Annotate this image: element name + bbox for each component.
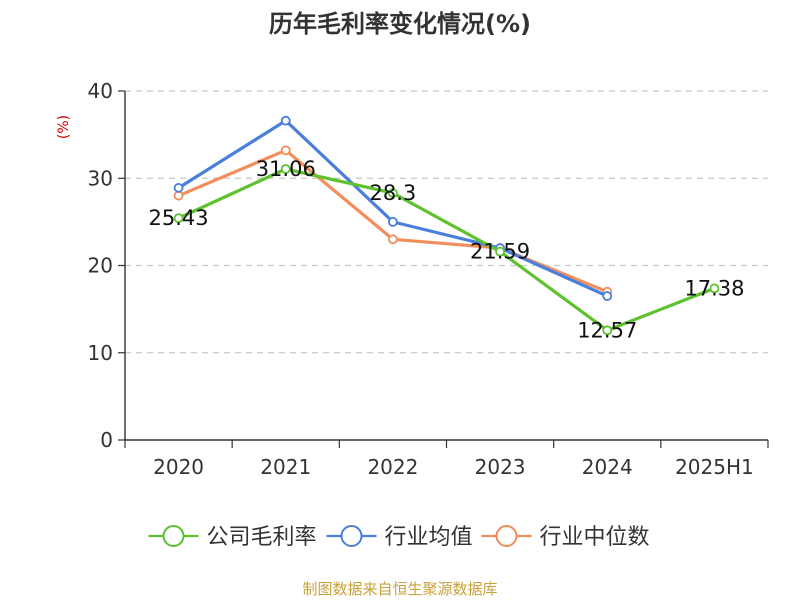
- data-label: 28.3: [370, 181, 417, 205]
- legend-item-3: 行业中位数: [481, 525, 650, 550]
- data-point: [280, 164, 291, 174]
- x-tick-label: 2020: [153, 455, 204, 479]
- series-line: [177, 167, 716, 332]
- y-tick-label: 0: [100, 428, 113, 452]
- y-tick-label: 30: [88, 166, 113, 190]
- data-point: [280, 115, 291, 126]
- y-tick-label: 40: [88, 79, 113, 103]
- series-2: [173, 115, 613, 301]
- x-tick-label: 2021: [260, 455, 311, 479]
- y-tick-label: 10: [88, 341, 113, 365]
- x-tick-label: 2022: [367, 455, 418, 479]
- data-label-layer: 25.43 31.06 28.3 21.59 12.57 17.38: [149, 157, 745, 342]
- x-tick-label: 2024: [582, 455, 633, 479]
- legend-marker: [340, 525, 363, 547]
- legend-item-2: 行业均值: [326, 525, 473, 550]
- data-point: [388, 234, 398, 245]
- series-layer: [173, 115, 720, 336]
- grid-layer: [125, 90, 768, 354]
- data-point: [280, 145, 291, 156]
- x-tick-label: 2023: [475, 455, 526, 479]
- series-line: [177, 119, 608, 298]
- legend-marker: [495, 525, 518, 547]
- data-label: 21.59: [470, 240, 530, 264]
- data-point: [709, 283, 720, 294]
- data-point: [173, 182, 184, 193]
- legend-item-1: 公司毛利率: [148, 525, 317, 550]
- source-note: 制图数据来自恒生聚源数据库: [302, 580, 497, 598]
- data-point: [173, 213, 184, 224]
- data-label: 25.43: [149, 206, 209, 230]
- data-point: [602, 325, 613, 336]
- data-label: 31.06: [256, 157, 316, 181]
- y-tick-label: 20: [88, 254, 113, 278]
- data-point: [495, 246, 505, 257]
- x-tick-label: 2025H1: [675, 455, 754, 479]
- chart-title: 历年毛利率变化情况(%): [269, 10, 531, 38]
- series-1: [173, 164, 720, 336]
- data-label: 17.38: [684, 276, 744, 300]
- legend-label: 公司毛利率: [207, 525, 317, 550]
- legend-marker: [162, 525, 185, 547]
- data-label: 12.57: [577, 318, 637, 342]
- data-point: [602, 291, 613, 301]
- y-axis-label: (%): [56, 115, 72, 139]
- legend: 公司毛利率 行业均值 行业中位数: [148, 525, 650, 550]
- data-point: [388, 188, 398, 198]
- legend-label: 行业均值: [385, 525, 473, 550]
- data-point: [173, 190, 184, 201]
- data-point: [388, 216, 398, 227]
- legend-label: 行业中位数: [540, 525, 650, 550]
- axis-layer: 0 10 20 30 40 2020 2021 2022 2023 2024 2025H1: [88, 79, 769, 479]
